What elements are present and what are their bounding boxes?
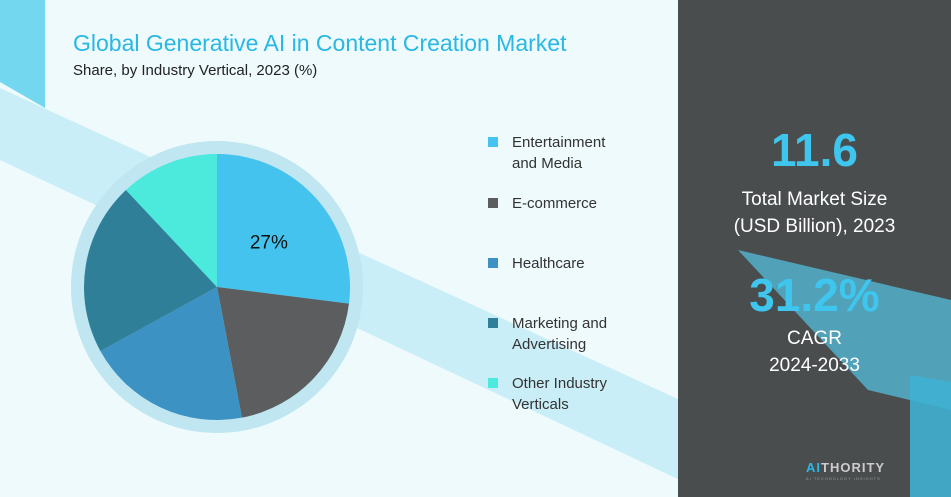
panel-stripes	[738, 250, 951, 497]
legend-swatch	[488, 137, 498, 147]
legend-label-line: Entertainment	[512, 134, 606, 151]
legend-swatch	[488, 318, 498, 328]
pie-slice-0	[217, 154, 350, 304]
market-size-label: Total Market Size (USD Billion), 2023	[678, 186, 951, 240]
pie-slice-1	[217, 287, 349, 418]
legend-label-line: Verticals	[512, 396, 569, 413]
pie-slice-3	[83, 190, 217, 352]
cagr-label-line2: 2024-2033	[769, 355, 860, 376]
legend-label-line: Advertising	[512, 336, 587, 353]
chart-subtitle: Share, by Industry Vertical, 2023 (%)	[73, 62, 318, 79]
legend-swatch	[488, 378, 498, 388]
panel-stripe-lower	[910, 375, 951, 497]
market-size-value: 11.6	[771, 124, 858, 176]
legend-label-line: and Media	[512, 155, 583, 172]
legend-item: Entertainment and Media	[488, 132, 642, 174]
pie-chart: 27%	[71, 141, 363, 433]
stats-panel: 11.6 Total Market Size (USD Billion), 20…	[678, 0, 951, 497]
legend-label: Marketing and Advertising	[512, 313, 642, 355]
brand-logo: AITHORITY	[806, 460, 885, 475]
pie-slice-4	[125, 154, 217, 287]
legend-label-line: Healthcare	[512, 255, 585, 272]
legend-label-line: Other Industry	[512, 375, 608, 392]
legend-label-line: Marketing and	[512, 315, 608, 332]
panel-stripe	[738, 250, 951, 410]
legend-swatch	[488, 198, 498, 208]
corner-stripe	[0, 0, 45, 108]
market-size-label-line1: Total Market Size	[741, 189, 888, 210]
legend-label: Other Industry Verticals	[512, 373, 642, 415]
legend-label-line: E-commerce	[512, 195, 598, 212]
cagr-label: CAGR 2024-2033	[678, 325, 951, 379]
logo-rest: THORITY	[821, 460, 886, 475]
legend-label: Entertainment and Media	[512, 132, 642, 174]
chart-title: Global Generative AI in Content Creation…	[73, 30, 567, 56]
pie-data-label-0: 27%	[250, 232, 288, 253]
legend-label: E-commerce	[512, 193, 642, 214]
logo-accent: AI	[806, 460, 821, 475]
logo-tagline: AI TECHNOLOGY INSIGHTS	[806, 476, 881, 481]
pie-slice-2	[100, 287, 242, 420]
legend-item: E-commerce	[488, 193, 642, 214]
market-size-label-line2: (USD Billion), 2023	[733, 216, 896, 237]
cagr-value: 31.2%	[749, 269, 880, 321]
cagr-label-line1: CAGR	[787, 328, 842, 349]
legend-item: Other Industry Verticals	[488, 373, 642, 415]
legend-label: Healthcare	[512, 253, 642, 274]
legend-item: Healthcare	[488, 253, 642, 274]
legend-item: Marketing and Advertising	[488, 313, 642, 355]
legend-swatch	[488, 258, 498, 268]
